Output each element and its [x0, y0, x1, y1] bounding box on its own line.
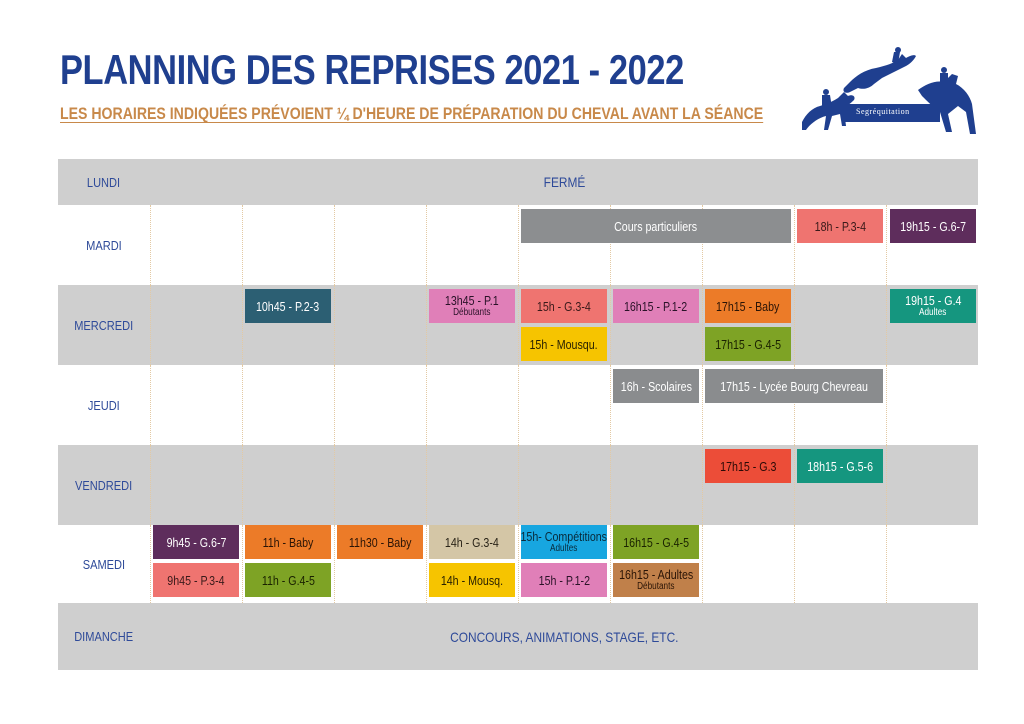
column-divider — [426, 365, 427, 445]
column-divider — [242, 285, 243, 365]
day-label-mardi: MARDI — [86, 237, 122, 253]
column-divider — [426, 525, 427, 603]
schedule-grid: LUNDI FERMÉ MARDI Cours particuliers 18h… — [58, 159, 978, 670]
slot-samedi-14h-g34: 14h - G.3-4 — [429, 525, 515, 559]
slot-samedi-9h45-g67: 9h45 - G.6-7 — [153, 525, 239, 559]
column-divider — [426, 285, 427, 365]
slot-mardi-18h: 18h - P.3-4 — [797, 209, 883, 243]
slot-samedi-16h15-g45: 16h15 - G.4-5 — [613, 525, 699, 559]
column-divider — [886, 205, 887, 285]
column-divider — [518, 285, 519, 365]
column-divider — [334, 445, 335, 525]
slot-samedi-14h-mousq: 14h - Mousq. — [429, 563, 515, 597]
column-divider — [242, 365, 243, 445]
slot-mardi-19h15: 19h15 - G.6-7 — [890, 209, 976, 243]
horse-riders-logo — [802, 47, 976, 134]
day-label-samedi: SAMEDI — [82, 556, 126, 572]
column-divider — [518, 365, 519, 445]
column-divider — [610, 445, 611, 525]
column-divider — [334, 205, 335, 285]
page-subtitle: LES HORAIRES INDIQUÉES PRÉVOIENT ¼ D'HEU… — [60, 104, 764, 123]
column-divider — [886, 445, 887, 525]
column-divider — [150, 205, 151, 285]
column-divider — [794, 365, 795, 445]
day-label-jeudi: JEUDI — [88, 397, 120, 413]
column-divider — [794, 445, 795, 525]
column-divider — [886, 365, 887, 445]
column-divider — [702, 365, 703, 445]
column-divider — [150, 365, 151, 445]
column-divider — [426, 205, 427, 285]
row-dimanche: DIMANCHE CONCOURS, ANIMATIONS, STAGE, ET… — [58, 603, 978, 670]
column-divider — [334, 525, 335, 603]
column-divider — [610, 285, 611, 365]
column-divider — [794, 285, 795, 365]
row-lundi: LUNDI FERMÉ — [58, 159, 978, 206]
slot-jeudi-16h: 16h - Scolaires — [613, 369, 699, 403]
column-divider — [242, 205, 243, 285]
slot-samedi-9h45-p34: 9h45 - P.3-4 — [153, 563, 239, 597]
column-divider — [702, 205, 703, 285]
slot-mercredi-17h15-baby: 17h15 - Baby — [705, 289, 791, 323]
day-label-vendredi: VENDREDI — [75, 477, 133, 493]
column-divider — [886, 285, 887, 365]
column-divider — [518, 205, 519, 285]
slot-mercredi-19h15: 19h15 - G.4 Adultes — [890, 289, 976, 323]
lundi-closed-note: FERMÉ — [543, 174, 585, 190]
slot-mercredi-15h-mousqu: 15h - Mousqu. — [521, 327, 607, 361]
slot-samedi-11h-g45: 11h - G.4-5 — [245, 563, 331, 597]
column-divider — [702, 525, 703, 603]
page-title: PLANNING DES REPRISES 2021 - 2022 — [60, 46, 684, 93]
column-divider — [518, 525, 519, 603]
column-divider — [794, 525, 795, 603]
row-mercredi: MERCREDI 10h45 - P.2-3 13h45 - P.1 Débuta… — [58, 285, 978, 366]
slot-mercredi-17h15-g45: 17h15 - G.4-5 — [705, 327, 791, 361]
column-divider — [702, 285, 703, 365]
row-samedi: SAMEDI 9h45 - G.6-7 11h - Baby 11h30 - B… — [58, 525, 978, 604]
column-divider — [702, 445, 703, 525]
column-divider — [794, 205, 795, 285]
column-divider — [242, 445, 243, 525]
dimanche-note: CONCOURS, ANIMATIONS, STAGE, ETC. — [449, 628, 679, 645]
row-mardi: MARDI Cours particuliers 18h - P.3-4 19h… — [58, 205, 978, 286]
slot-jeudi-17h15: 17h15 - Lycée Bourg Chevreau — [705, 369, 883, 403]
column-divider — [426, 445, 427, 525]
day-label-mercredi: MERCREDI — [74, 317, 134, 333]
slot-samedi-16h15-adultes: 16h15 - Adultes Débutants — [613, 563, 699, 597]
column-divider — [150, 525, 151, 603]
slot-mercredi-13h45: 13h45 - P.1 Débutants — [429, 289, 515, 323]
column-divider — [334, 365, 335, 445]
logo-text: Segréquitation — [856, 107, 910, 116]
slot-samedi-15h-p12: 15h - P.1-2 — [521, 563, 607, 597]
row-vendredi: VENDREDI 17h15 - G.3 18h15 - G.5-6 — [58, 445, 978, 526]
slot-samedi-15h-competitions: 15h- Compétitions Adultes — [521, 525, 607, 559]
slot-samedi-11h-baby: 11h - Baby — [245, 525, 331, 559]
column-divider — [610, 525, 611, 603]
slot-cours-particuliers: Cours particuliers — [521, 209, 791, 243]
slot-mercredi-10h45: 10h45 - P.2-3 — [245, 289, 331, 323]
slot-vendredi-17h15: 17h15 - G.3 — [705, 449, 791, 483]
slot-vendredi-18h15: 18h15 - G.5-6 — [797, 449, 883, 483]
day-label-lundi: LUNDI — [87, 174, 121, 190]
slot-samedi-11h30-baby: 11h30 - Baby — [337, 525, 423, 559]
column-divider — [150, 445, 151, 525]
slot-mercredi-15h-g34: 15h - G.3-4 — [521, 289, 607, 323]
column-divider — [610, 205, 611, 285]
column-divider — [610, 365, 611, 445]
column-divider — [150, 285, 151, 365]
slot-mercredi-16h15: 16h15 - P.1-2 — [613, 289, 699, 323]
column-divider — [334, 285, 335, 365]
row-jeudi: JEUDI 16h - Scolaires 17h15 - Lycée Bour… — [58, 365, 978, 446]
day-label-dimanche: DIMANCHE — [74, 629, 134, 644]
column-divider — [518, 445, 519, 525]
column-divider — [242, 525, 243, 603]
column-divider — [886, 525, 887, 603]
